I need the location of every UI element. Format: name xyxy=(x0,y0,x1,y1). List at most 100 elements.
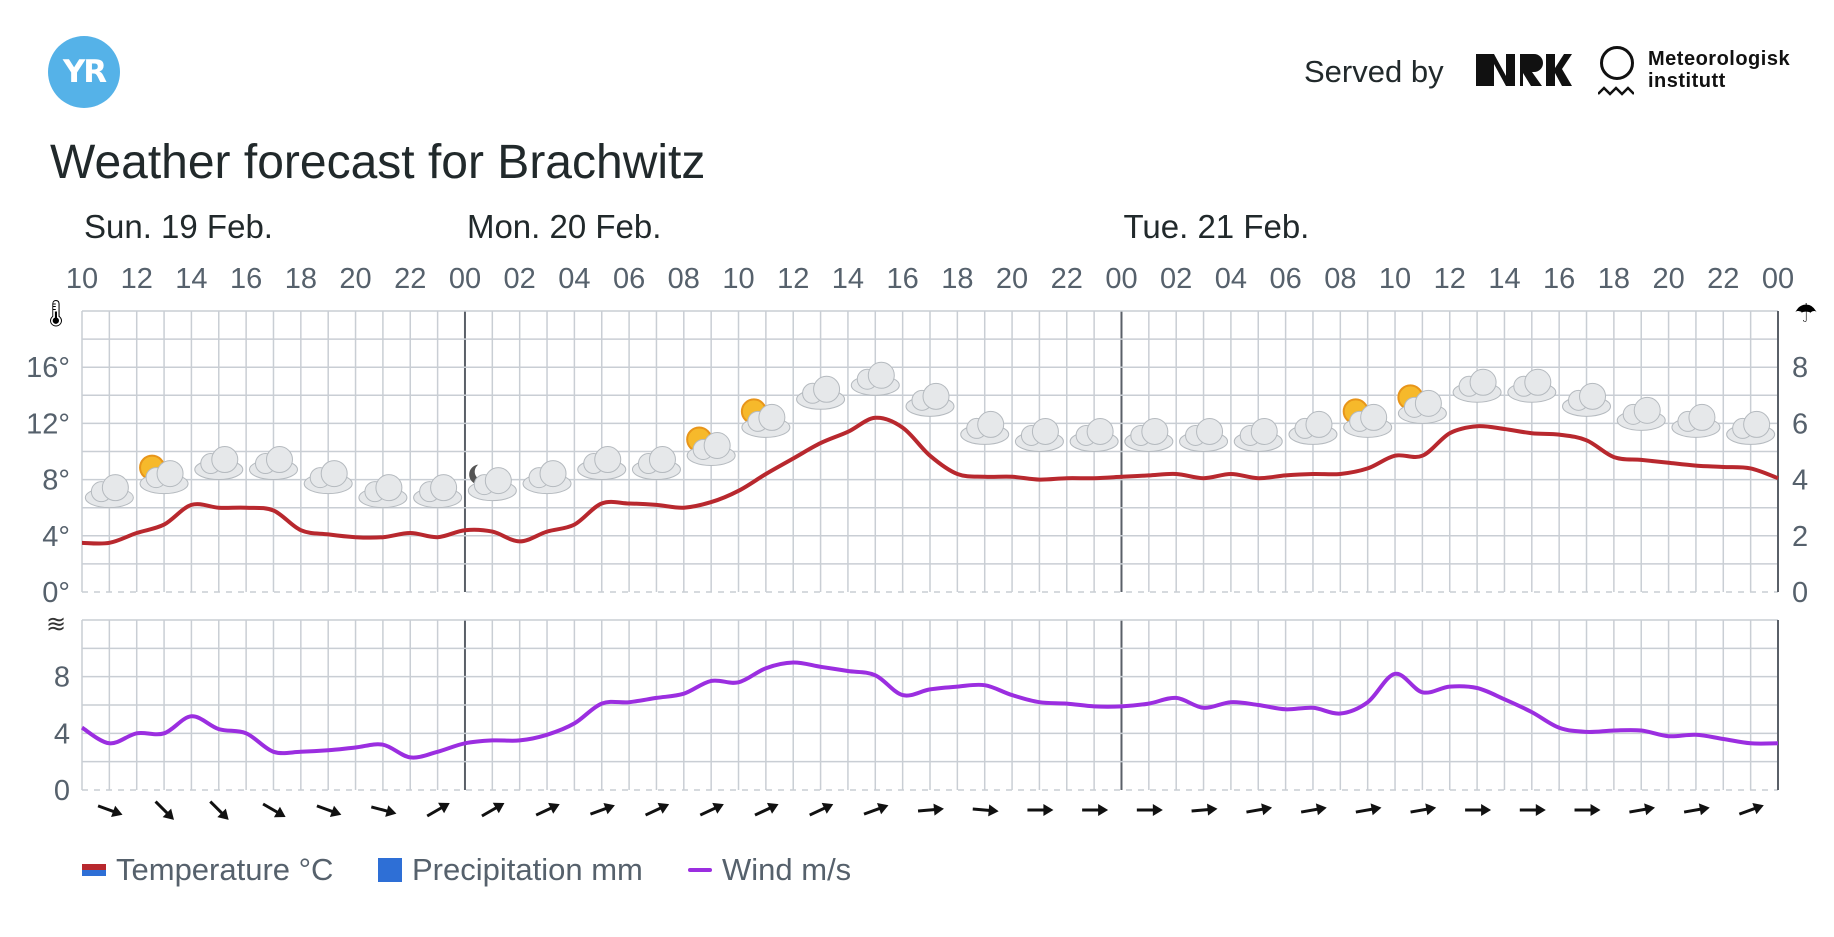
x-tick-label: 18 xyxy=(1598,263,1630,295)
wind-arrow-icon xyxy=(754,802,779,817)
wind-arrow-icon xyxy=(154,800,174,820)
thermometer-icon: 🌡 xyxy=(39,298,72,328)
x-tick-label: 06 xyxy=(1269,263,1301,295)
wind-arrow-icon xyxy=(1410,803,1437,816)
x-tick-label: 10 xyxy=(1379,263,1411,295)
x-tick-label: 22 xyxy=(394,263,426,295)
x-tick-label: 08 xyxy=(1324,263,1356,295)
cloud-icon xyxy=(1507,368,1557,403)
x-tick-label: 16 xyxy=(230,263,262,295)
cloud-icon xyxy=(850,361,900,396)
x-tick-label: 14 xyxy=(832,263,864,295)
x-tick-label: 12 xyxy=(777,263,809,295)
y-tick-label-temp: 8° xyxy=(42,465,70,497)
cloud-icon xyxy=(1562,382,1612,417)
cloud-icon xyxy=(84,474,134,509)
wind-arrow-icon xyxy=(917,803,944,816)
x-tick-label: 20 xyxy=(339,263,371,295)
served-by-label: Served by xyxy=(1304,54,1444,89)
wind-arrow-icon xyxy=(1300,803,1327,816)
wind-icon: ≋ xyxy=(46,611,66,638)
sun-behind-cloud-icon xyxy=(1397,389,1447,424)
wind-arrow-icon xyxy=(97,804,123,818)
temperature-line xyxy=(81,415,1779,546)
met-logo-wave xyxy=(1598,86,1634,96)
cloud-icon xyxy=(1014,417,1064,452)
nrk-logo[interactable] xyxy=(1476,50,1572,90)
x-tick-label: 18 xyxy=(941,263,973,295)
moon-icon xyxy=(469,464,489,485)
page-title: Weather forecast for Brachwitz xyxy=(50,136,706,189)
nrk-logo-mark xyxy=(1476,54,1572,86)
y-tick-label-temp: 0° xyxy=(42,577,70,609)
wind-arrow-icon xyxy=(863,802,889,816)
wind-arrow-icon xyxy=(535,802,560,817)
legend-precipitation-label: Precipitation mm xyxy=(412,852,643,887)
wind-swatch xyxy=(688,868,712,872)
y-tick-label-wind: 4 xyxy=(54,718,70,750)
legend-temperature-label: Temperature °C xyxy=(116,852,334,887)
cloud-icon xyxy=(1179,417,1229,452)
met-logo-line1: Meteorologisk xyxy=(1648,48,1791,70)
cloud-icon xyxy=(1616,396,1666,431)
cloud-icon xyxy=(248,446,298,481)
wind-line xyxy=(80,660,1779,760)
x-tick-label: 10 xyxy=(66,263,98,295)
met-logo-text[interactable]: Meteorologisk institutt xyxy=(1648,48,1790,92)
sun-behind-cloud-icon xyxy=(139,460,189,495)
wind-arrow-icon xyxy=(1136,804,1163,816)
forecast-chart: Sun. 19 Feb. Mon. 20 Feb. Tue. 21 Feb. 10 12… xyxy=(26,208,1818,820)
umbrella-icon: ☂ xyxy=(1794,298,1817,328)
cloud-icon xyxy=(631,446,681,481)
wind-arrow-icon xyxy=(699,802,724,817)
cloud-icon xyxy=(522,460,572,495)
x-tick-label: 04 xyxy=(558,263,590,295)
wind-arrow-icon xyxy=(1519,804,1546,816)
cloud-icon xyxy=(1452,368,1502,403)
x-tick-label: 20 xyxy=(1652,263,1684,295)
legend-precipitation[interactable]: Precipitation mm xyxy=(378,852,643,888)
legend-wind[interactable]: Wind m/s xyxy=(688,852,851,888)
y-tick-label-precipitation: 6 xyxy=(1792,408,1808,440)
met-logo-circle xyxy=(1600,46,1634,80)
x-tick-label: 22 xyxy=(1051,263,1083,295)
x-tick-label: 14 xyxy=(175,263,207,295)
y-tick-label-temp: 4° xyxy=(42,521,70,553)
y-tick-label-wind: 0 xyxy=(54,775,70,807)
legend-temperature[interactable]: Temperature °C xyxy=(82,852,333,888)
wind-arrow-icon xyxy=(1082,804,1109,816)
cloud-icon xyxy=(1288,410,1338,445)
sun-behind-cloud-icon xyxy=(1343,403,1393,438)
wind-arrow-icon xyxy=(370,805,397,817)
cloud-icon xyxy=(194,446,244,481)
x-tick-label: 00 xyxy=(1762,263,1794,295)
y-tick-label-temp: 12° xyxy=(26,408,70,440)
cloud-icon xyxy=(796,375,846,410)
met-logo-line2: institutt xyxy=(1648,70,1726,92)
wind-arrow-icon xyxy=(589,802,615,816)
x-tick-label: 16 xyxy=(887,263,919,295)
cloud-icon xyxy=(413,474,463,509)
yr-logo[interactable]: YR xyxy=(48,36,120,108)
y-tick-label-precipitation: 2 xyxy=(1792,521,1808,553)
cloud-icon xyxy=(1726,410,1776,445)
x-tick-label: 04 xyxy=(1215,263,1247,295)
cloud-icon xyxy=(1671,403,1721,438)
wind-arrow-icon xyxy=(316,804,342,818)
cloud-icon xyxy=(358,474,408,509)
x-tick-label: 08 xyxy=(668,263,700,295)
temperature-swatch xyxy=(82,864,106,876)
x-tick-label: 06 xyxy=(613,263,645,295)
x-tick-label: 12 xyxy=(1434,263,1466,295)
x-tick-label: 20 xyxy=(996,263,1028,295)
wind-arrow-icon xyxy=(481,802,505,818)
wind-arrow-icon xyxy=(1683,803,1710,816)
cloud-icon xyxy=(1233,417,1283,452)
sun-behind-cloud-icon xyxy=(741,403,791,438)
wind-arrow-icon xyxy=(1465,804,1492,816)
wind-arrow-icon xyxy=(644,802,670,817)
x-tick-label: 02 xyxy=(1160,263,1192,295)
wind-arrow-icon xyxy=(262,802,286,818)
y-tick-label-precipitation: 8 xyxy=(1792,352,1808,384)
wind-arrow-icon xyxy=(1574,804,1601,816)
